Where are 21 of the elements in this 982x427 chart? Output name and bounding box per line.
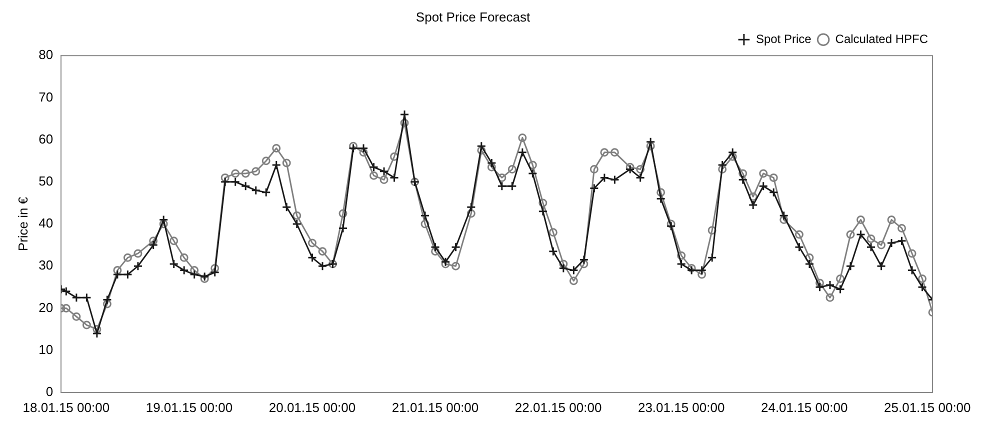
x-tick-label: 19.01.15 00:00 (146, 400, 233, 415)
y-tick-label: 70 (38, 89, 54, 104)
y-tick-label: 10 (38, 342, 54, 357)
x-tick-label: 23.01.15 00:00 (638, 400, 725, 415)
x-tick-label: 18.01.15 00:00 (22, 400, 110, 415)
x-tick-label: 24.01.15 00:00 (760, 400, 848, 415)
y-tick-label: 50 (38, 173, 54, 188)
y-tick-label: 40 (38, 216, 54, 231)
y-tick-label: 0 (46, 384, 54, 399)
y-tick-label: 20 (38, 300, 54, 315)
legend-label: Spot Price (756, 32, 812, 46)
x-tick-label: 21.01.15 00:00 (392, 400, 479, 415)
legend-label: Calculated HPFC (835, 32, 928, 46)
x-tick-label: 22.01.15 00:00 (514, 400, 602, 415)
y-tick-label: 80 (38, 47, 54, 62)
y-tick-label: 30 (38, 258, 54, 273)
y-tick-label: 60 (38, 131, 54, 146)
x-tick-label: 20.01.15 00:00 (268, 400, 356, 415)
chart-title: Spot Price Forecast (416, 9, 530, 24)
x-tick-label: 25.01.15 00:00 (884, 400, 971, 415)
y-axis-title: Price in € (15, 196, 30, 252)
